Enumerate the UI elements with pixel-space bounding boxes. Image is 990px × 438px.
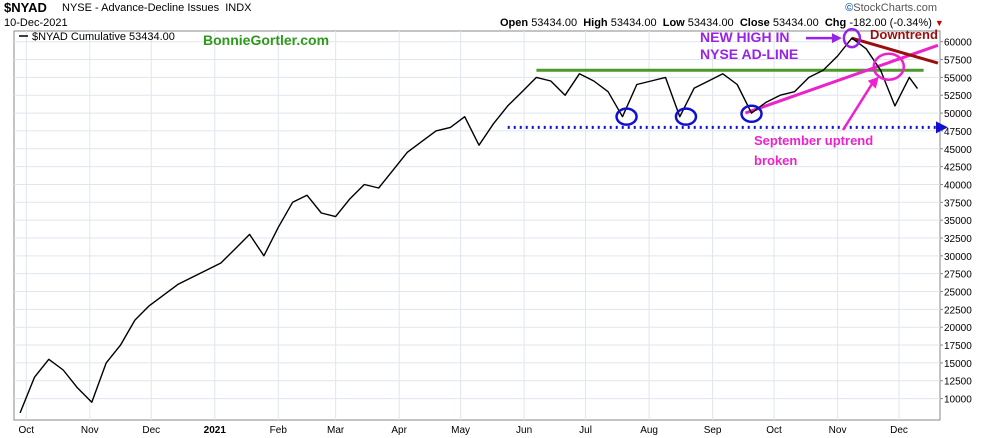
y-tick-label: 20000: [944, 323, 972, 334]
ohlc-readout: Open 53434.00 High 53434.00 Low 53434.00…: [500, 17, 944, 29]
brand-text: StockCharts.com: [853, 2, 937, 14]
x-tick-label: Aug: [640, 425, 658, 436]
x-tick-label: Oct: [766, 425, 782, 436]
x-tick-label: Mar: [327, 425, 345, 436]
low-aug-circle: [674, 107, 698, 126]
y-tick-label: 30000: [944, 252, 972, 263]
x-tick-label: Nov: [81, 425, 99, 436]
x-tick-label: Jul: [579, 425, 592, 436]
annotation-layer: [507, 36, 948, 134]
x-tick-label: Apr: [391, 425, 407, 436]
y-tick-label: 37500: [944, 198, 972, 209]
y-tick-label: 57500: [944, 56, 972, 67]
y-tick-label: 47500: [944, 127, 972, 138]
series-layer: [19, 37, 919, 414]
grid-layer: [14, 31, 940, 420]
stockcharts-logo-icon: ©: [845, 2, 854, 14]
marker-layer: [615, 27, 906, 131]
y-tick-label: 25000: [944, 288, 972, 299]
uptrend-break-arrow-line: [841, 82, 874, 131]
uptrend-break-arrowhead-icon: [867, 76, 879, 89]
y-tick-label: 42500: [944, 163, 972, 174]
downtrend-label: Downtrend: [870, 27, 938, 42]
new-high-label-line2: NYSE AD-LINE: [700, 46, 798, 62]
y-tick-label: 40000: [944, 180, 972, 191]
plot-area: [13, 30, 941, 421]
y-tick-label: 55000: [944, 73, 972, 84]
x-tick-label: May: [451, 425, 470, 436]
september-uptrend-line: [744, 43, 939, 115]
low-value: 53434.00: [687, 17, 734, 29]
symbol: $NYAD: [4, 0, 47, 15]
high-value: 53434.00: [610, 17, 657, 29]
stockcharts-brand[interactable]: ©StockCharts.com: [845, 2, 937, 14]
y-tick-label: 45000: [944, 145, 972, 156]
close-value: 53434.00: [772, 17, 819, 29]
watermark: BonnieGortler.com: [203, 32, 329, 48]
y-tick-label: 32500: [944, 234, 972, 245]
close-label: Close: [739, 17, 770, 29]
chg-value: -182.00 (-0.34%): [849, 17, 932, 29]
downtrend-line: [851, 36, 939, 65]
y-tick-label: 15000: [944, 359, 972, 370]
y-tick-label: 12500: [944, 377, 972, 388]
x-tick-label: Oct: [19, 425, 35, 436]
symbol-name: NYSE - Advance-Decline Issues INDX: [62, 2, 251, 14]
y-tick-label: 35000: [944, 216, 972, 227]
open-label: Open: [500, 17, 529, 29]
x-tick-label: Nov: [829, 425, 847, 436]
exchange-label: INDX: [225, 2, 252, 14]
x-tick-label: Jun: [516, 425, 532, 436]
new-high-arrowhead-icon: [831, 33, 842, 44]
x-tick-label: Dec: [142, 425, 160, 436]
chart-date: 10-Dec-2021: [4, 17, 68, 29]
uptrend-label-line1: September uptrend: [754, 133, 873, 148]
high-label: High: [583, 17, 608, 29]
symbol-description: NYSE - Advance-Decline Issues: [62, 2, 220, 14]
legend-label: $NYAD Cumulative 53434.00: [32, 31, 175, 43]
new-high-label-line1: NEW HIGH IN: [700, 29, 789, 45]
y-tick-label: 60000: [944, 38, 972, 49]
nyad-series-line: [19, 37, 919, 414]
uptrend-label-line2: broken: [754, 153, 797, 168]
low-label: Low: [662, 17, 685, 29]
y-tick-label: 52500: [944, 91, 972, 102]
new-high-circle: [842, 27, 862, 49]
uptrend-break-circle: [872, 52, 906, 81]
support-arrowhead-icon: [936, 121, 948, 134]
y-tick-label: 10000: [944, 395, 972, 406]
y-tick-label: 22500: [944, 305, 972, 316]
low-sep-circle: [740, 104, 763, 124]
low-jul-circle: [615, 107, 638, 126]
y-tick-label: 17500: [944, 341, 972, 352]
legend: $NYAD Cumulative 53434.00: [19, 31, 175, 43]
x-tick-label: Feb: [270, 425, 288, 436]
chg-label: Chg: [824, 17, 847, 29]
y-tick-label: 50000: [944, 109, 972, 120]
x-tick-label: Sep: [704, 425, 722, 436]
axis-layer: 10000 12500 15000 17500 20000 22500 25000 27500…: [19, 38, 973, 436]
x-tick-label: Dec: [890, 425, 908, 436]
open-value: 53434.00: [531, 17, 578, 29]
chg-down-arrow-icon: ▼: [934, 18, 944, 28]
x-tick-label: 2021: [204, 425, 227, 436]
y-tick-label: 27500: [944, 270, 972, 281]
